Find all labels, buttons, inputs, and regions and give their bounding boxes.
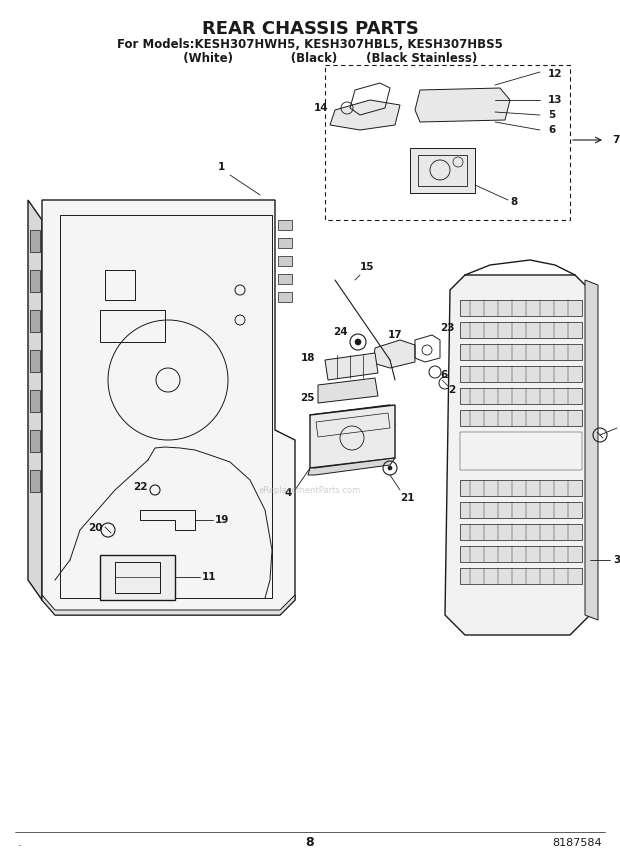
Text: 17: 17 bbox=[388, 330, 402, 340]
Polygon shape bbox=[42, 595, 295, 615]
Polygon shape bbox=[460, 410, 582, 426]
Polygon shape bbox=[310, 435, 315, 468]
Text: 18: 18 bbox=[301, 353, 315, 363]
Polygon shape bbox=[278, 220, 292, 230]
Polygon shape bbox=[30, 430, 40, 452]
Polygon shape bbox=[318, 378, 378, 403]
Text: 19: 19 bbox=[215, 515, 229, 525]
Text: eReplacementParts.com: eReplacementParts.com bbox=[259, 485, 361, 495]
Text: 12: 12 bbox=[548, 69, 562, 79]
Polygon shape bbox=[30, 390, 40, 412]
Polygon shape bbox=[415, 88, 510, 122]
Text: 20: 20 bbox=[89, 523, 103, 533]
Polygon shape bbox=[308, 458, 395, 475]
Text: 8: 8 bbox=[510, 197, 517, 207]
Polygon shape bbox=[100, 555, 175, 600]
Text: 22: 22 bbox=[133, 482, 148, 492]
Text: 6: 6 bbox=[440, 370, 447, 380]
Polygon shape bbox=[30, 230, 40, 252]
Polygon shape bbox=[42, 200, 295, 615]
Text: 20: 20 bbox=[619, 420, 620, 430]
Polygon shape bbox=[278, 238, 292, 248]
Text: 14: 14 bbox=[313, 103, 328, 113]
Text: 2: 2 bbox=[448, 385, 455, 395]
Polygon shape bbox=[460, 300, 582, 316]
Polygon shape bbox=[460, 388, 582, 404]
Polygon shape bbox=[30, 350, 40, 372]
Text: 13: 13 bbox=[548, 95, 562, 105]
Polygon shape bbox=[460, 546, 582, 562]
Polygon shape bbox=[325, 353, 378, 380]
Polygon shape bbox=[330, 100, 400, 130]
Polygon shape bbox=[28, 200, 42, 600]
Polygon shape bbox=[460, 366, 582, 382]
Text: 8187584: 8187584 bbox=[552, 838, 602, 848]
Polygon shape bbox=[278, 292, 292, 302]
Polygon shape bbox=[460, 524, 582, 540]
Polygon shape bbox=[410, 148, 475, 193]
Text: 21: 21 bbox=[400, 493, 415, 503]
Text: 4: 4 bbox=[285, 488, 292, 498]
Circle shape bbox=[355, 339, 361, 345]
Text: 7: 7 bbox=[612, 135, 619, 145]
Text: 24: 24 bbox=[334, 327, 348, 337]
Text: (White)              (Black)       (Black Stainless): (White) (Black) (Black Stainless) bbox=[143, 52, 477, 65]
Polygon shape bbox=[30, 310, 40, 332]
Text: .: . bbox=[18, 838, 22, 848]
Text: 25: 25 bbox=[301, 393, 315, 403]
Text: 5: 5 bbox=[548, 110, 556, 120]
Polygon shape bbox=[278, 256, 292, 266]
Text: 1: 1 bbox=[218, 162, 225, 172]
Bar bbox=[325, 65, 570, 220]
Text: For Models:KESH307HWH5, KESH307HBL5, KESH307HBS5: For Models:KESH307HWH5, KESH307HBL5, KES… bbox=[117, 38, 503, 51]
Text: REAR CHASSIS PARTS: REAR CHASSIS PARTS bbox=[202, 20, 418, 38]
Polygon shape bbox=[30, 270, 40, 292]
Text: 6: 6 bbox=[548, 125, 556, 135]
Polygon shape bbox=[30, 470, 40, 492]
Text: 15: 15 bbox=[360, 262, 374, 272]
Polygon shape bbox=[460, 480, 582, 496]
Polygon shape bbox=[373, 340, 415, 368]
Polygon shape bbox=[310, 405, 395, 435]
Polygon shape bbox=[460, 344, 582, 360]
Polygon shape bbox=[278, 274, 292, 284]
Text: 11: 11 bbox=[202, 572, 216, 582]
Circle shape bbox=[388, 466, 392, 470]
Text: 3: 3 bbox=[613, 555, 620, 565]
Polygon shape bbox=[460, 322, 582, 338]
Polygon shape bbox=[460, 568, 582, 584]
Polygon shape bbox=[445, 275, 590, 635]
Text: 8: 8 bbox=[306, 836, 314, 849]
Text: 23: 23 bbox=[440, 323, 454, 333]
Polygon shape bbox=[585, 280, 598, 620]
Polygon shape bbox=[460, 502, 582, 518]
Polygon shape bbox=[310, 405, 395, 468]
